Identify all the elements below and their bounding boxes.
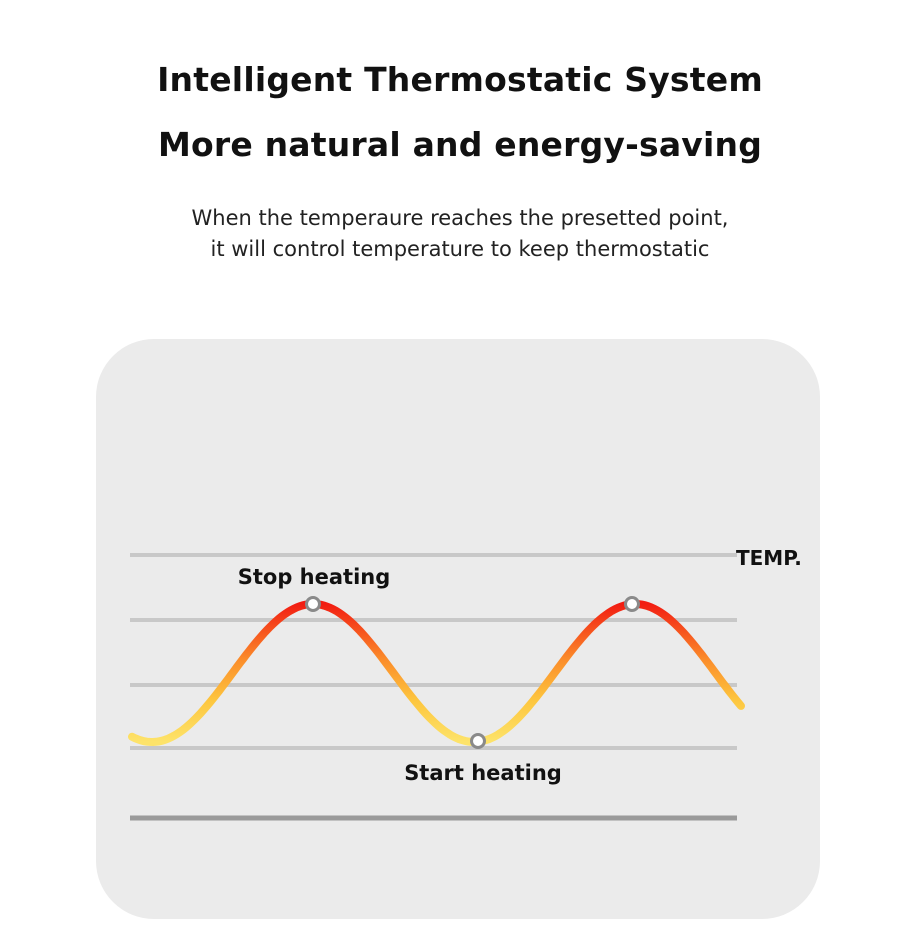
- stop-heating-label: Stop heating: [238, 565, 391, 589]
- diagram-panel: [96, 339, 820, 919]
- peak-marker-2: [624, 596, 640, 612]
- temperature-wave: [128, 599, 745, 747]
- start-heating-marker: [470, 733, 486, 749]
- stop-heating-marker: [305, 596, 321, 612]
- description-line-1: When the temperaure reaches the presette…: [191, 206, 729, 230]
- temp-axis-label: TEMP.: [736, 546, 802, 570]
- description: When the temperaure reaches the presette…: [0, 203, 920, 265]
- description-line-2: it will control temperature to keep ther…: [210, 237, 710, 261]
- title-line-2: More natural and energy-saving: [157, 125, 763, 164]
- start-heating-label: Start heating: [404, 761, 562, 785]
- title-line-1: Intelligent Thermostatic System: [157, 60, 763, 99]
